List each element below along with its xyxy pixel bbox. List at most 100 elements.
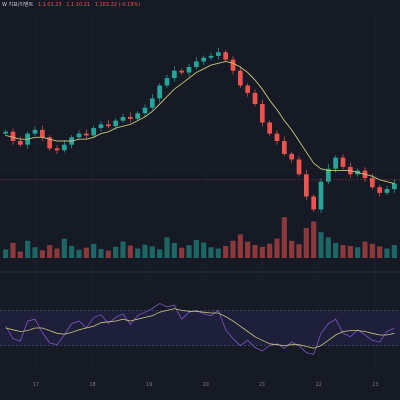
legend-value-1: 1.1.01.23: [37, 2, 62, 8]
volume-bar: [157, 249, 163, 258]
volume-bar: [171, 242, 177, 258]
candle-body: [83, 133, 89, 136]
candle-body: [384, 189, 390, 193]
volume-bar: [355, 247, 361, 258]
volume-bar: [83, 247, 89, 258]
candle-body: [113, 120, 119, 127]
volume-bar: [17, 251, 23, 258]
candle-body: [54, 148, 60, 151]
volume-bar: [267, 243, 273, 258]
volume-bar: [61, 238, 67, 258]
volume-bar: [325, 237, 331, 258]
x-tick-label: 20: [202, 382, 208, 388]
candle-body: [289, 153, 295, 160]
volume-bar: [25, 240, 31, 258]
volume-bar: [311, 221, 317, 258]
volume-bar: [318, 232, 324, 258]
volume-bar: [142, 244, 148, 258]
candle-body: [149, 98, 155, 108]
candle-body: [179, 70, 185, 73]
volume-pane: [3, 217, 397, 258]
candle-body: [215, 52, 221, 56]
candle-body: [230, 59, 236, 71]
candle-body: [274, 133, 280, 141]
candle-body: [237, 70, 243, 86]
legend-value-2: 1.1.10.21: [66, 2, 91, 8]
legend-value-3: 1.103.22 (-0.19%): [94, 2, 141, 8]
candle-body: [76, 133, 82, 138]
candle-body: [32, 129, 38, 134]
candle-body: [252, 92, 258, 104]
candle-body: [3, 131, 9, 134]
volume-bar: [340, 245, 346, 258]
volume-bar: [98, 248, 104, 258]
candle-body: [281, 141, 287, 154]
volume-bar: [230, 240, 236, 258]
candle-body: [61, 144, 67, 151]
volume-bar: [281, 217, 287, 258]
candle-body: [47, 137, 53, 149]
candle-body: [193, 61, 199, 67]
volume-bar: [223, 245, 229, 258]
candle-body: [142, 107, 148, 114]
candle-body: [311, 196, 317, 210]
volume-bar: [113, 246, 119, 258]
candle-body: [39, 129, 45, 138]
rsi-ma-line: [5, 308, 395, 349]
volume-bar: [237, 234, 243, 258]
volume-bar: [369, 243, 375, 258]
volume-bar: [69, 245, 75, 258]
volume-bar: [32, 247, 38, 258]
volume-bar: [179, 247, 185, 258]
candle-body: [127, 116, 133, 119]
price-pane[interactable]: [3, 47, 397, 214]
candle-body: [318, 181, 324, 210]
x-tick-label: 19: [146, 382, 152, 388]
volume-bar: [120, 241, 126, 258]
volume-bar: [333, 242, 339, 258]
volume-bar: [303, 227, 309, 258]
volume-bar: [245, 241, 251, 258]
volume-bar: [215, 248, 221, 258]
candle-body: [171, 70, 177, 79]
candle-body: [245, 85, 251, 93]
legend-symbol: W 지표/이벤트: [2, 2, 34, 8]
candle-body: [164, 78, 170, 86]
rsi-pane[interactable]: [0, 302, 400, 355]
ma-line: [5, 61, 395, 185]
candle-body: [267, 122, 273, 134]
volume-bar: [289, 240, 295, 258]
candle-body: [186, 67, 192, 73]
volume-bar: [127, 245, 133, 258]
volume-bar: [193, 239, 199, 258]
candle-body: [17, 141, 23, 145]
candle-body: [208, 55, 214, 58]
rsi-band: [0, 310, 400, 346]
volume-bar: [149, 246, 155, 258]
volume-bar: [39, 250, 45, 258]
candle-body: [98, 124, 104, 129]
x-tick-label: 17: [33, 382, 39, 388]
volume-bar: [296, 244, 302, 258]
volume-bar: [208, 247, 214, 258]
volume-bar: [47, 245, 53, 258]
candle-body: [296, 159, 302, 175]
x-tick-label: 22: [316, 382, 322, 388]
volume-bar: [384, 248, 390, 258]
volume-bar: [135, 248, 141, 258]
candle-body: [391, 183, 397, 190]
candle-body: [369, 178, 375, 188]
candle-body: [135, 113, 141, 119]
candle-body: [201, 57, 207, 62]
candle-body: [91, 128, 97, 136]
x-tick-label: 23: [372, 382, 378, 388]
volume-bar: [391, 245, 397, 258]
volume-bar: [377, 246, 383, 258]
candle-body: [105, 124, 111, 127]
candle-body: [377, 187, 383, 193]
candle-body: [340, 157, 346, 167]
volume-bar: [76, 249, 82, 258]
time-axis[interactable]: 17 18 19 20 21 22 23: [33, 382, 379, 388]
